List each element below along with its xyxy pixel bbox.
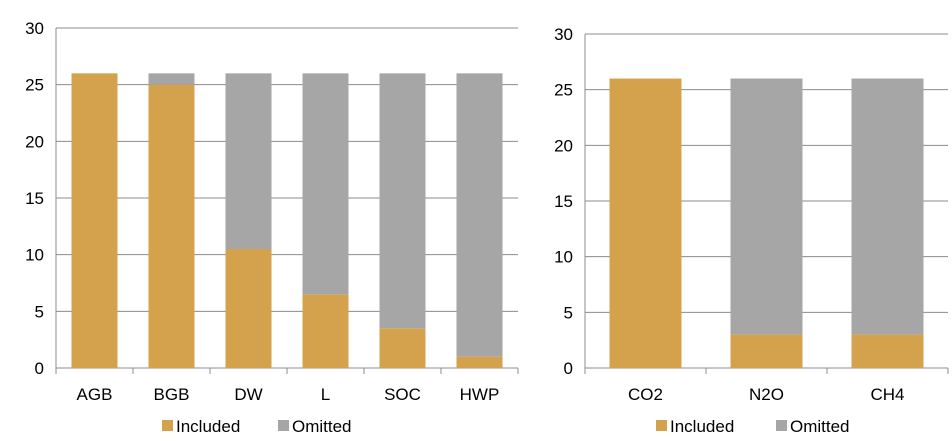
y-tick-label: 20 [25,132,44,151]
x-tick-label: BGB [154,385,190,404]
legend-label-omitted: Omitted [292,417,352,436]
bar-included-ch4 [851,334,924,368]
bar-included-l [302,294,349,368]
bar-omitted-bgb [148,73,195,85]
y-tick-label: 15 [25,189,44,208]
legend-swatch-omitted [776,420,787,431]
x-tick-label: AGB [77,385,113,404]
bar-included-soc [379,328,426,368]
legend-label-included: Included [670,417,734,436]
x-tick-label: CH4 [870,385,904,404]
x-tick-label: DW [234,385,262,404]
y-tick-label: 30 [25,19,44,38]
x-tick-label: SOC [384,385,421,404]
bar-included-hwp [456,356,503,368]
y-tick-label: 20 [554,136,573,155]
x-tick-label: CO2 [628,385,663,404]
y-tick-label: 15 [554,192,573,211]
y-tick-label: 5 [35,302,44,321]
legend-label-omitted: Omitted [790,417,850,436]
bar-included-dw [225,249,272,368]
y-tick-label: 5 [564,303,573,322]
bar-omitted-ch4 [851,78,924,335]
y-tick-label: 10 [554,248,573,267]
bar-included-co2 [609,78,682,369]
bar-included-agb [71,73,118,368]
bar-omitted-soc [379,73,426,329]
y-tick-label: 25 [554,81,573,100]
bar-omitted-l [302,73,349,295]
x-tick-label: HWP [460,385,500,404]
y-tick-label: 0 [35,359,44,378]
chart-carbon-pools: 0 5 10 15 20 25 30 AGB BGB DW L SOC HWP Included Omitt… [25,19,519,436]
y-tick-label: 30 [554,25,573,44]
bar-included-n2o [730,334,803,368]
y-tick-label: 0 [564,359,573,378]
x-tick-label: L [321,385,330,404]
bar-included-bgb [148,84,195,369]
legend-swatch-omitted [278,420,289,431]
bar-omitted-dw [225,73,272,249]
legend-swatch-included [162,420,173,431]
y-tick-label: 25 [25,76,44,95]
legend-swatch-included [656,420,667,431]
y-tick-label: 10 [25,246,44,265]
legend-label-included: Included [176,417,240,436]
chart-greenhouse-gases: 0 5 10 15 20 25 30 CO2 N2O CH4 Included Omitted [554,25,949,436]
bar-omitted-n2o [730,78,803,335]
x-tick-label: N2O [749,385,784,404]
bar-omitted-hwp [456,73,503,357]
